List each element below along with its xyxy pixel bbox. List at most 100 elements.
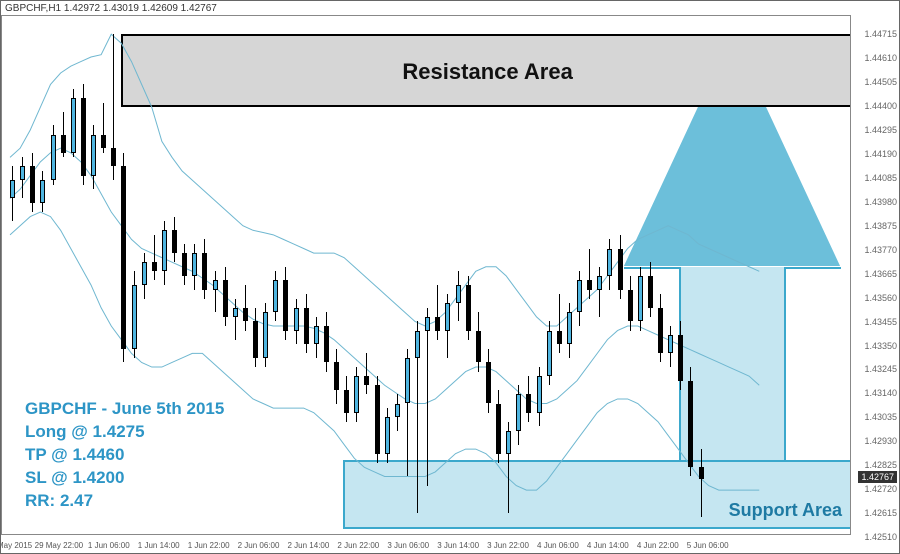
candle-body	[263, 312, 268, 358]
candle-wick	[154, 235, 155, 281]
candle-body	[182, 253, 187, 276]
candle-body	[405, 358, 410, 404]
x-tick: 29 May 22:00	[35, 541, 83, 550]
candle-body	[324, 326, 329, 362]
current-price-badge: 1.42767	[858, 471, 897, 483]
y-tick: 1.43035	[864, 412, 897, 422]
candle-body	[435, 317, 440, 331]
candle-body	[516, 394, 521, 430]
candle-body	[587, 280, 592, 289]
y-tick: 1.42930	[864, 436, 897, 446]
x-tick: 1 Jun 06:00	[88, 541, 130, 550]
candle-body	[678, 335, 683, 381]
y-tick: 1.43770	[864, 245, 897, 255]
candle-body	[273, 280, 278, 312]
trade-info-box: GBPCHF - June 5th 2015 Long @ 1.4275 TP …	[25, 398, 224, 513]
candle-body	[354, 376, 359, 412]
x-tick: 2 Jun 06:00	[238, 541, 280, 550]
x-tick: 5 Jun 06:00	[687, 541, 729, 550]
candle-body	[456, 285, 461, 303]
candle-body	[496, 404, 501, 454]
candle-body	[445, 303, 450, 330]
candle-wick	[366, 353, 367, 394]
candle-body	[486, 362, 491, 403]
candle-wick	[235, 299, 236, 340]
info-line-3: TP @ 1.4460	[25, 444, 224, 467]
x-tick: 2 Jun 22:00	[337, 541, 379, 550]
y-tick: 1.44715	[864, 29, 897, 39]
candle-body	[526, 394, 531, 412]
candle-body	[668, 335, 673, 353]
x-tick: 1 Jun 14:00	[138, 541, 180, 550]
y-tick: 1.42825	[864, 460, 897, 470]
candle-body	[688, 381, 693, 468]
candle-body	[314, 326, 319, 344]
candle-body	[304, 308, 309, 344]
candle-body	[253, 321, 258, 357]
candle-body	[395, 404, 400, 418]
candle-body	[577, 280, 582, 312]
candle-body	[30, 166, 35, 202]
x-tick: 2 Jun 14:00	[288, 541, 330, 550]
y-tick: 1.42615	[864, 508, 897, 518]
info-line-5: RR: 2.47	[25, 490, 224, 513]
info-line-4: SL @ 1.4200	[25, 467, 224, 490]
candle-wick	[589, 249, 590, 299]
y-tick: 1.43875	[864, 221, 897, 231]
candle-body	[638, 276, 643, 322]
candle-body	[132, 285, 137, 349]
x-tick: 1 Jun 22:00	[188, 541, 230, 550]
x-tick: 4 Jun 22:00	[637, 541, 679, 550]
candle-body	[607, 249, 612, 276]
candle-body	[233, 308, 238, 317]
y-tick: 1.44085	[864, 173, 897, 183]
candle-body	[547, 331, 552, 377]
y-axis: 1.425101.426151.427201.428251.429301.430…	[851, 15, 899, 535]
candle-body	[415, 331, 420, 358]
candle-body	[385, 417, 390, 453]
candle-body	[628, 290, 633, 322]
candle-body	[111, 148, 116, 166]
info-line-2: Long @ 1.4275	[25, 421, 224, 444]
candle-body	[40, 180, 45, 203]
candle-body	[152, 262, 157, 271]
candle-body	[567, 312, 572, 344]
candle-body	[476, 331, 481, 363]
y-tick: 1.43350	[864, 341, 897, 351]
candle-body	[699, 467, 704, 478]
candle-body	[121, 166, 126, 348]
candle-body	[101, 135, 106, 149]
candle-body	[51, 135, 56, 181]
y-tick: 1.43245	[864, 364, 897, 374]
candle-wick	[427, 308, 428, 486]
y-tick: 1.44400	[864, 101, 897, 111]
candle-body	[202, 253, 207, 289]
candle-wick	[701, 449, 702, 517]
y-tick: 1.44190	[864, 149, 897, 159]
candle-body	[71, 98, 76, 153]
candle-body	[294, 308, 299, 331]
y-tick: 1.42720	[864, 484, 897, 494]
candle-body	[506, 431, 511, 454]
candle-body	[648, 276, 653, 308]
candle-body	[658, 308, 663, 354]
y-tick: 1.43980	[864, 197, 897, 207]
candle-body	[334, 362, 339, 389]
y-tick: 1.43140	[864, 388, 897, 398]
y-tick: 1.43665	[864, 269, 897, 279]
x-tick: 3 Jun 14:00	[437, 541, 479, 550]
y-tick: 1.43560	[864, 293, 897, 303]
candle-wick	[215, 271, 216, 312]
candle-body	[557, 331, 562, 345]
candle-body	[142, 262, 147, 285]
x-axis: 29 May 201529 May 22:001 Jun 06:001 Jun …	[1, 535, 851, 553]
y-tick: 1.42510	[864, 532, 897, 542]
candle-body	[375, 385, 380, 453]
chart-header: GBPCHF,H1 1.42972 1.43019 1.42609 1.4276…	[5, 3, 217, 14]
candle-wick	[559, 294, 560, 353]
y-tick: 1.43455	[864, 317, 897, 327]
symbol-label: GBPCHF,H1	[5, 3, 61, 14]
candle-body	[91, 135, 96, 176]
candle-body	[10, 180, 15, 198]
info-line-1: GBPCHF - June 5th 2015	[25, 398, 224, 421]
